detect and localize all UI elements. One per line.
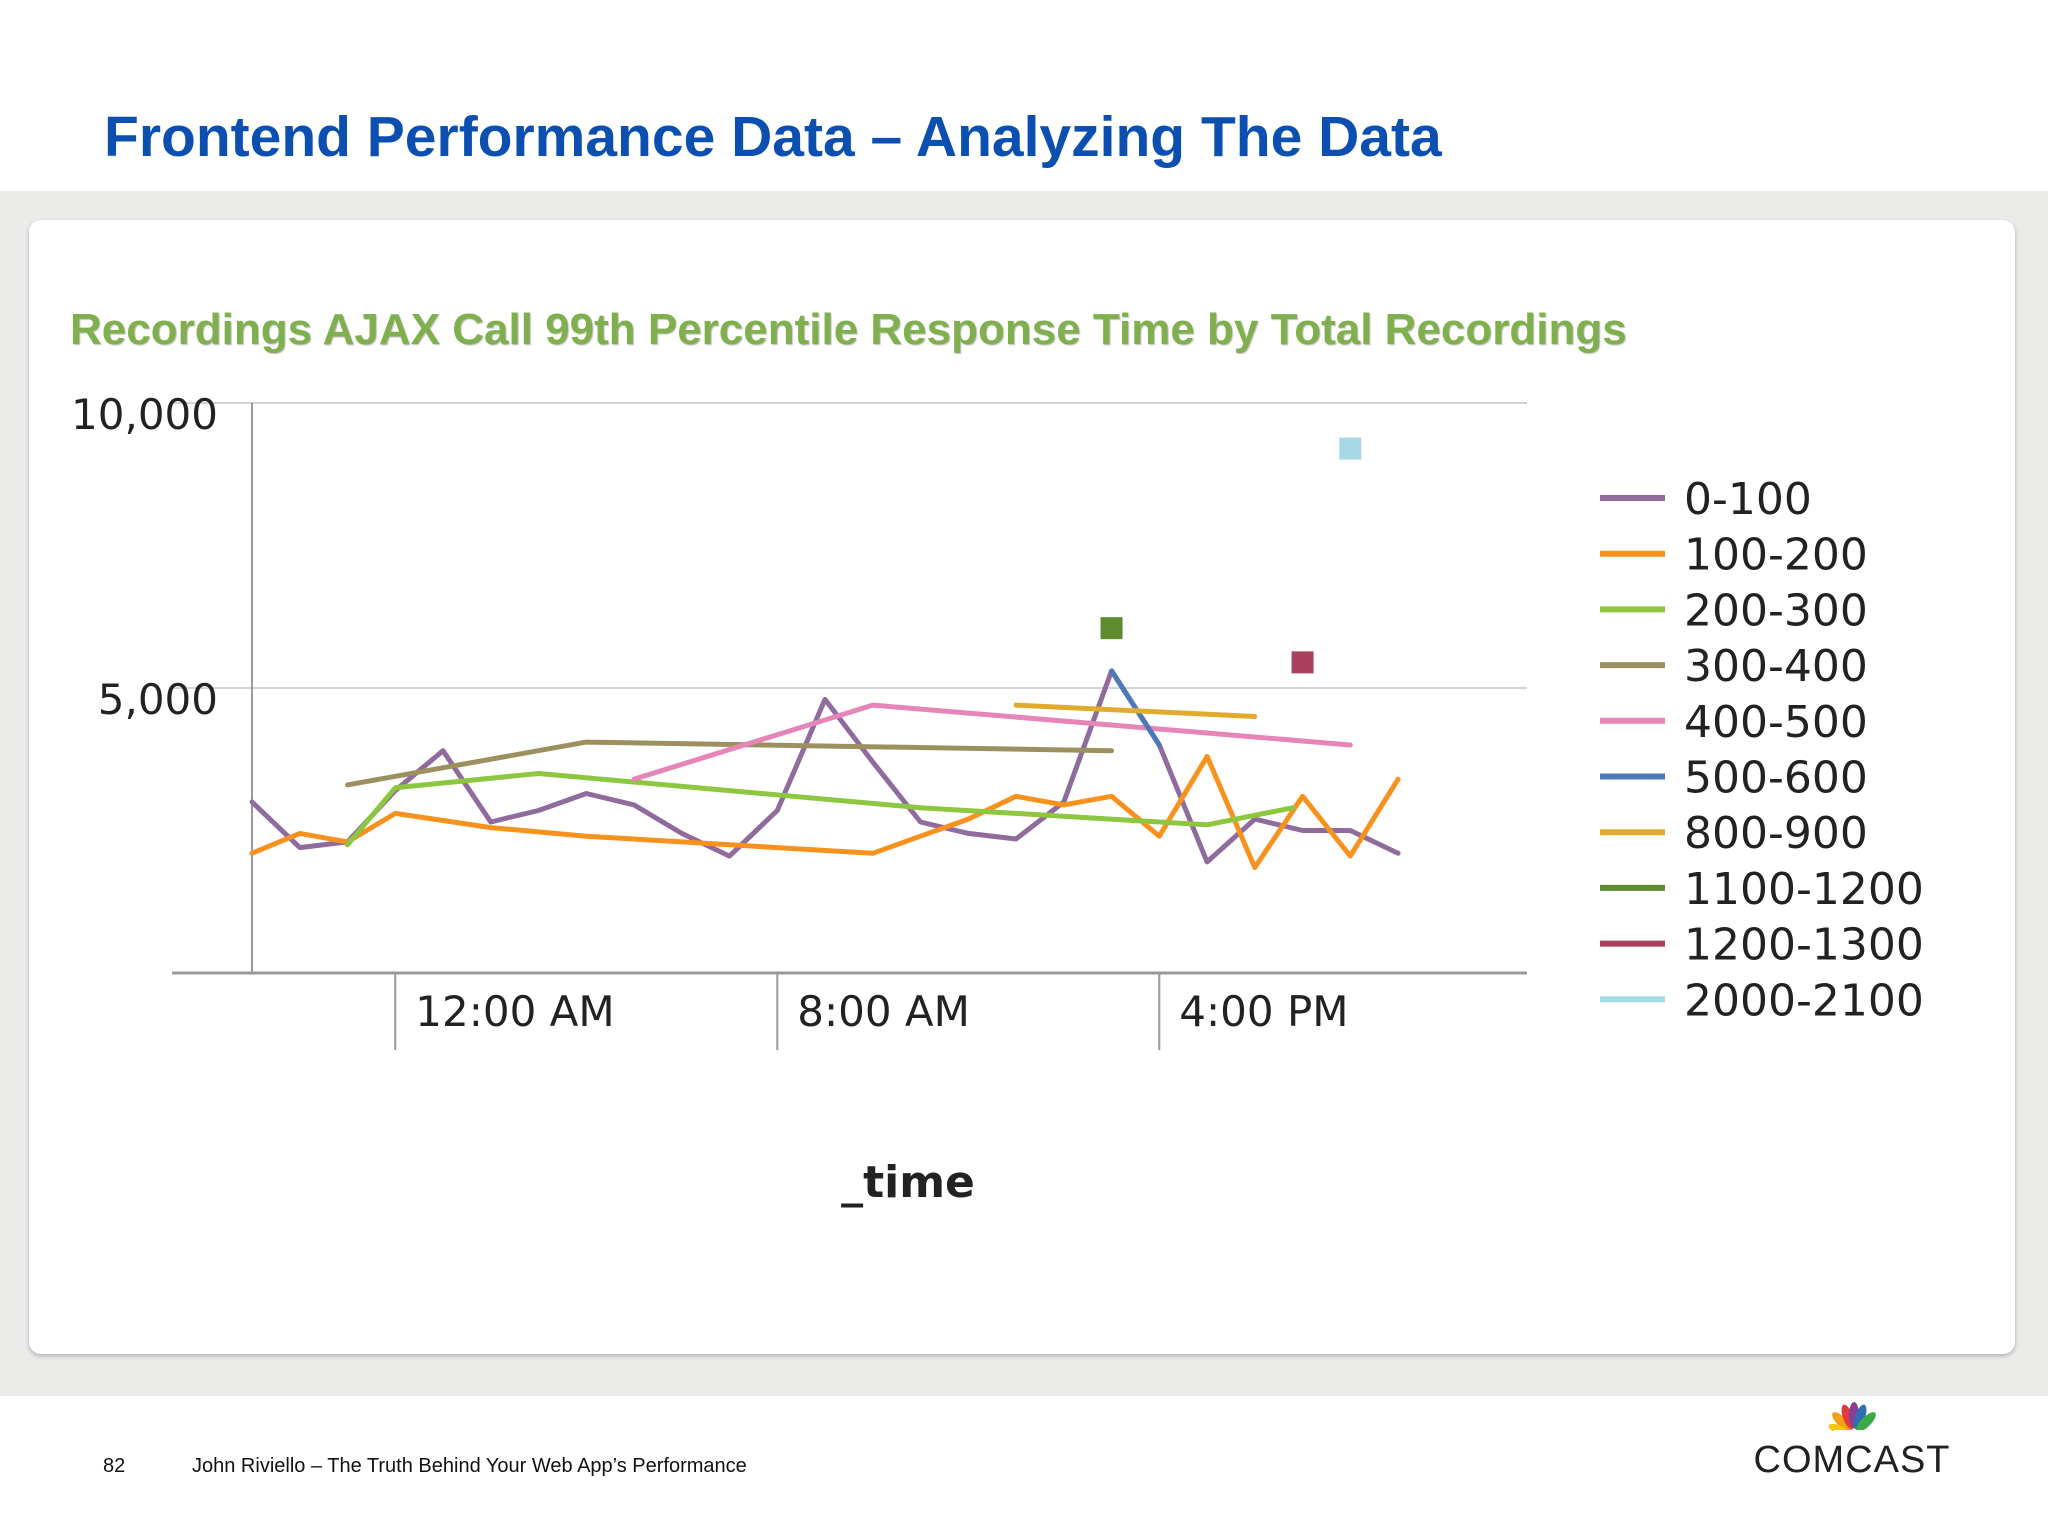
- series-line-0-100: [249, 668, 1401, 865]
- legend-label-400-500: 400-500: [1684, 697, 1868, 748]
- legend-label-800-900: 800-900: [1684, 808, 1868, 859]
- page-number: 82: [103, 1455, 126, 1477]
- point-1100-1200-0: [1100, 617, 1123, 640]
- chart-legend: 0-100100-200200-300300-400400-500500-600…: [1600, 474, 1924, 1026]
- point-1200-1300-0: [1291, 651, 1314, 674]
- legend-label-1200-1300: 1200-1300: [1684, 920, 1924, 971]
- x-axis-label: _time: [841, 1157, 975, 1208]
- legend-label-300-400: 300-400: [1684, 641, 1868, 692]
- series-line-200-300: [345, 771, 1296, 848]
- footer-text: John Riviello – The Truth Behind Your We…: [192, 1455, 747, 1477]
- series-line-100-200: [249, 753, 1401, 870]
- series-line-800-900: [1013, 702, 1258, 719]
- legend-label-0-100: 0-100: [1684, 474, 1812, 525]
- chart-card: [29, 220, 2015, 1354]
- legend-label-500-600: 500-600: [1684, 753, 1868, 804]
- series-line-500-600: [1109, 668, 1162, 748]
- legend-label-200-300: 200-300: [1684, 585, 1868, 636]
- chart-title: Recordings AJAX Call 99th Percentile Res…: [70, 305, 1627, 354]
- y-tick-label-1: 10,000: [71, 390, 218, 439]
- chart-series: [249, 437, 1401, 870]
- comcast-logo: COMCAST: [1754, 1402, 1951, 1481]
- x-tick-label-2: 4:00 PM: [1179, 987, 1348, 1036]
- slide-title: Frontend Performance Data – Analyzing Th…: [104, 105, 1442, 169]
- legend-label-2000-2100: 2000-2100: [1684, 975, 1924, 1026]
- series-line-300-400: [345, 739, 1115, 788]
- peacock-icon: [1828, 1402, 1876, 1435]
- x-tick-label-1: 8:00 AM: [797, 987, 970, 1036]
- y-tick-label-0: 5,000: [98, 675, 218, 724]
- legend-label-1100-1200: 1100-1200: [1684, 864, 1924, 915]
- logo-text: COMCAST: [1754, 1439, 1951, 1481]
- point-2000-2100-0: [1339, 437, 1362, 460]
- legend-label-100-200: 100-200: [1684, 530, 1868, 581]
- x-tick-label-0: 12:00 AM: [415, 987, 614, 1036]
- series-line-400-500: [631, 702, 1353, 782]
- chart-grid: 5,000 10,000 12:00 AM 8:00 AM 4:00 PM: [71, 390, 1527, 1050]
